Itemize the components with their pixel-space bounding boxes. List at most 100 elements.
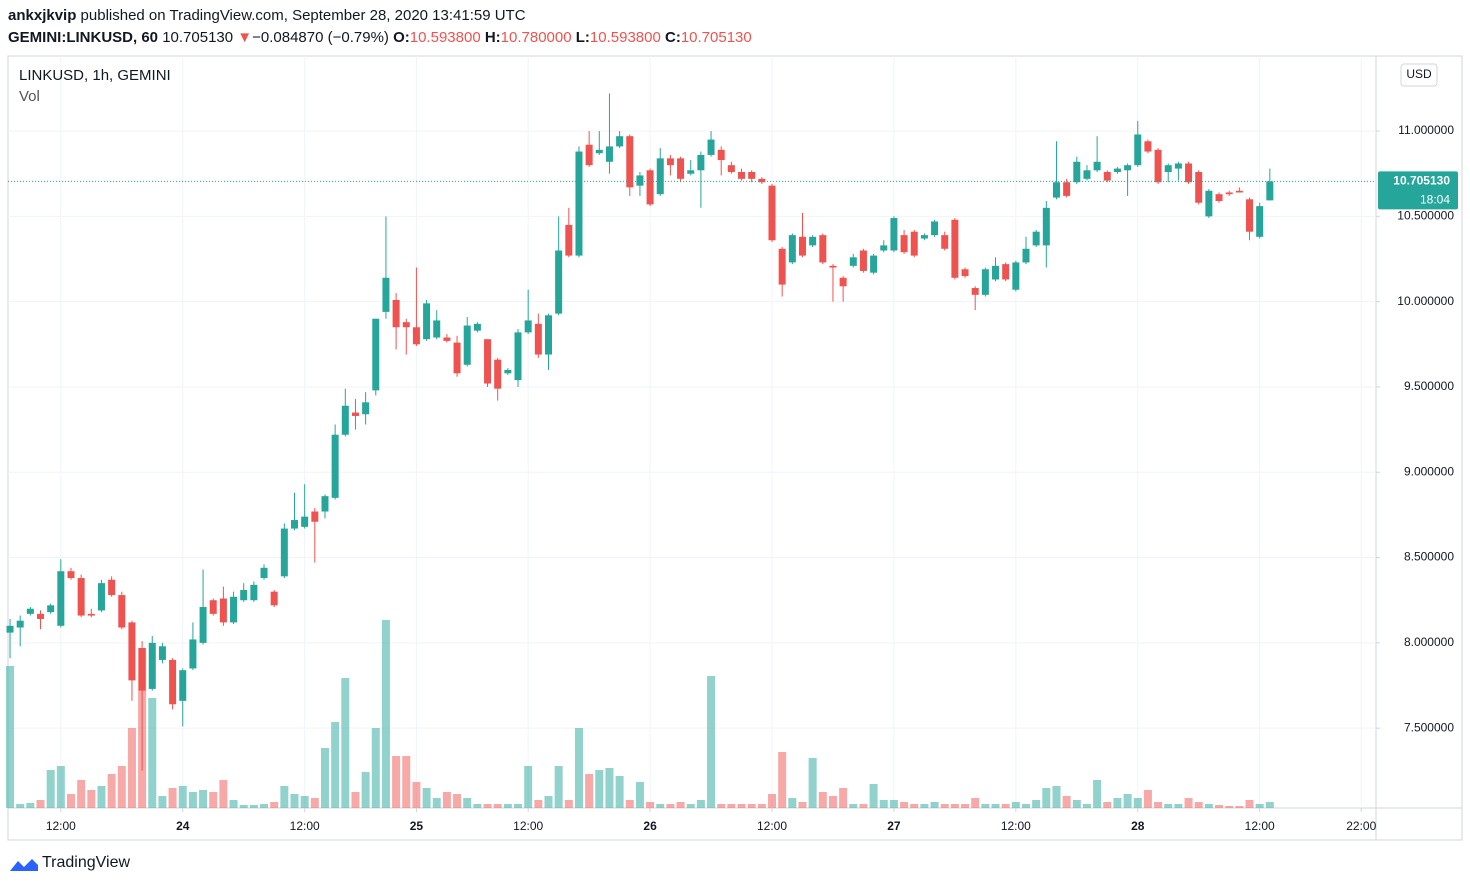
logo — [10, 859, 38, 871]
volume-bar — [808, 758, 817, 808]
volume-bar — [453, 794, 462, 808]
brand: TradingView — [42, 854, 131, 871]
candle-body — [209, 600, 217, 614]
candle-body — [321, 496, 329, 512]
volume-bar — [1042, 788, 1051, 808]
volume-bar — [1194, 802, 1203, 808]
published: published on TradingView.com, September … — [80, 7, 526, 24]
candle-body — [16, 620, 24, 628]
candle-body — [1164, 165, 1172, 173]
chart-frame — [7, 55, 1463, 841]
candle-body — [1083, 170, 1091, 179]
volume-bar — [1103, 802, 1112, 808]
candle-body — [778, 248, 786, 285]
candle-body — [280, 528, 288, 577]
candle-body — [47, 605, 55, 613]
volume-bar — [1174, 804, 1183, 808]
volume-bar — [1255, 804, 1264, 808]
volume-bar — [656, 804, 665, 808]
volume-bar — [361, 772, 370, 808]
candle-body — [758, 178, 766, 183]
volume-bar — [97, 786, 106, 808]
volume-bar — [442, 792, 451, 808]
volume-bar — [849, 804, 858, 808]
candle-body — [1235, 190, 1243, 193]
x-tick-label: 27 — [887, 819, 901, 833]
volume-bar — [1123, 794, 1132, 808]
candle-body — [372, 318, 380, 391]
volume-bar — [402, 756, 411, 808]
y-tick-label: 10.000000 — [1397, 294, 1454, 308]
candle-body — [341, 405, 349, 435]
volume-bar — [666, 804, 675, 808]
candle-body — [849, 257, 857, 266]
candle-body — [819, 235, 827, 263]
volume-bar — [260, 804, 269, 808]
candle-body — [544, 315, 552, 355]
last-price-box — [1378, 171, 1458, 210]
x-tick-label: 22:00 — [1346, 819, 1376, 833]
volume-bar — [544, 796, 553, 808]
volume-bar — [737, 804, 746, 808]
candle-body — [1205, 190, 1213, 217]
candle-body — [473, 323, 481, 331]
volume-bar — [351, 792, 360, 808]
currency: USD — [1406, 67, 1432, 81]
candle-body — [57, 571, 65, 626]
currency-box[interactable] — [1400, 63, 1438, 87]
candle-body — [738, 172, 746, 179]
candle-body — [118, 595, 126, 628]
candle-body — [1174, 163, 1182, 169]
volume-bar — [1062, 796, 1071, 808]
candle-body — [809, 236, 817, 246]
volume-bar — [961, 804, 970, 808]
x-tick-label: 25 — [410, 819, 424, 833]
candle-body — [250, 584, 258, 601]
candle-body — [920, 235, 928, 239]
volume-bar — [554, 766, 563, 808]
candle-body — [1073, 161, 1081, 183]
down-arrow: ▼ — [237, 29, 253, 46]
candle-body — [199, 607, 207, 643]
volume-bar — [1082, 804, 1091, 808]
author: ankxjkvip — [8, 7, 77, 24]
candle-body — [1103, 172, 1111, 181]
candle-body — [77, 578, 85, 616]
volume-bar — [422, 788, 431, 808]
candle-body — [707, 139, 715, 155]
volume-bar — [473, 804, 482, 808]
candle-body — [453, 342, 461, 374]
candle-body — [351, 412, 359, 416]
volume-bar — [1032, 800, 1041, 808]
candle-body — [189, 639, 197, 669]
candle-body — [331, 434, 339, 498]
candle-body — [646, 170, 654, 205]
candle-body — [656, 158, 664, 195]
volume-bar — [798, 802, 807, 808]
candle-body — [910, 231, 918, 256]
volume-bar — [757, 804, 766, 808]
volume-bar — [320, 748, 329, 808]
candle-body — [97, 583, 105, 611]
candle-body — [291, 520, 299, 529]
volume-bar — [46, 770, 55, 808]
volume-bar — [920, 804, 929, 808]
volume-bar — [117, 766, 126, 808]
volume-bar — [290, 794, 299, 808]
volume-bar — [280, 786, 289, 808]
candle-body — [402, 322, 410, 328]
volume-bar — [209, 792, 218, 808]
x-tick-label: 12:00 — [513, 819, 543, 833]
volume-bar — [889, 800, 898, 808]
volume-bar — [1164, 804, 1173, 808]
candle-body — [1002, 264, 1010, 280]
c-label: C: — [664, 29, 681, 46]
volume-bar — [940, 804, 949, 808]
last-price-label: 10.705130 — [1393, 174, 1450, 188]
volume-bar — [87, 790, 96, 808]
candle-body — [87, 613, 95, 616]
candle-body — [524, 320, 532, 333]
candle-body — [158, 646, 166, 660]
volume-bar — [36, 800, 45, 808]
volume-bar — [1093, 780, 1102, 808]
